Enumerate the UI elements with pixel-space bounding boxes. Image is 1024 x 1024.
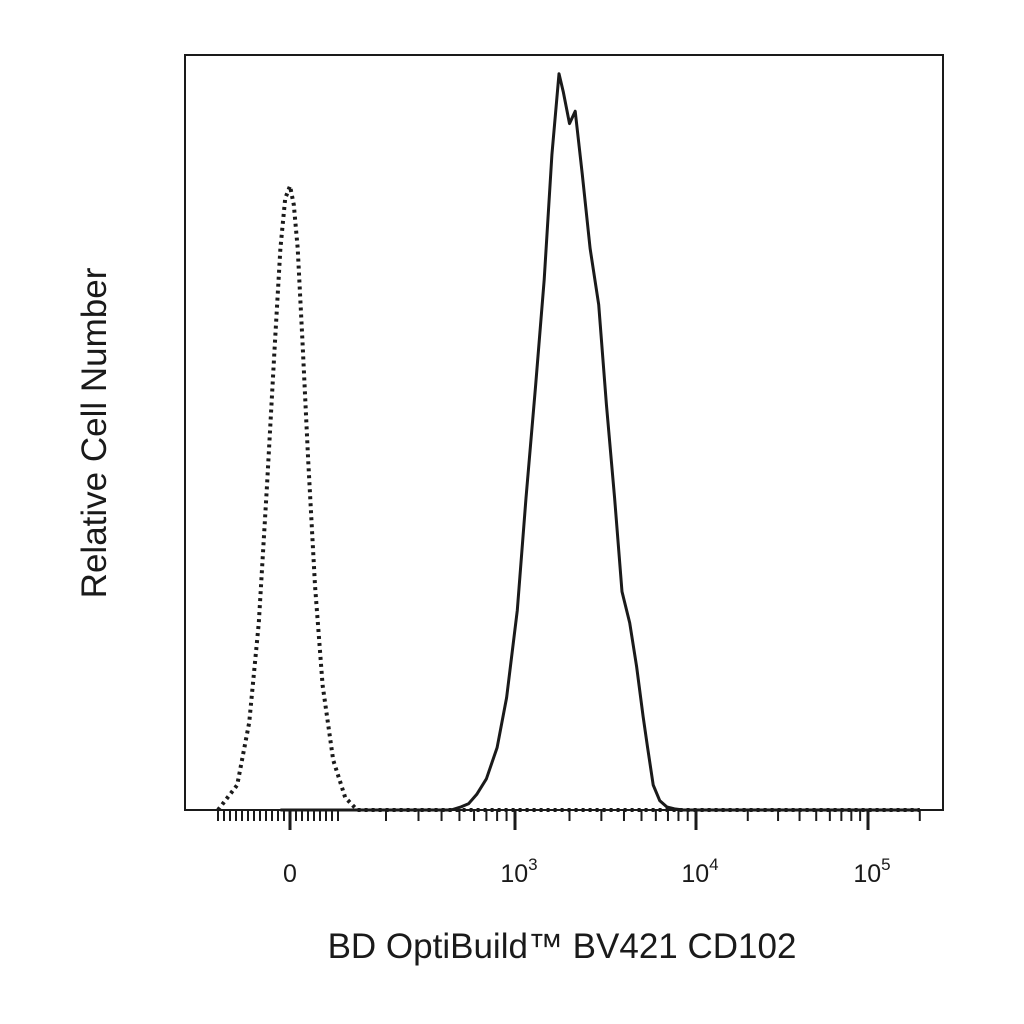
x-axis-ticks [217, 810, 921, 830]
x-tick-label: 103 [500, 855, 537, 888]
x-tick-label: 104 [681, 855, 718, 888]
x-tick-labels: 0 103 104 105 [283, 855, 891, 888]
x-tick-label: 0 [283, 860, 297, 888]
series-line-solid [280, 72, 920, 812]
y-axis-label: Relative Cell Number [75, 267, 114, 598]
plot-frame [184, 54, 944, 811]
series-group [216, 72, 920, 812]
series-line-dotted [216, 184, 920, 812]
x-axis-label: BD OptiBuild™ BV421 CD102 [328, 927, 797, 966]
x-tick-label: 105 [853, 855, 890, 888]
